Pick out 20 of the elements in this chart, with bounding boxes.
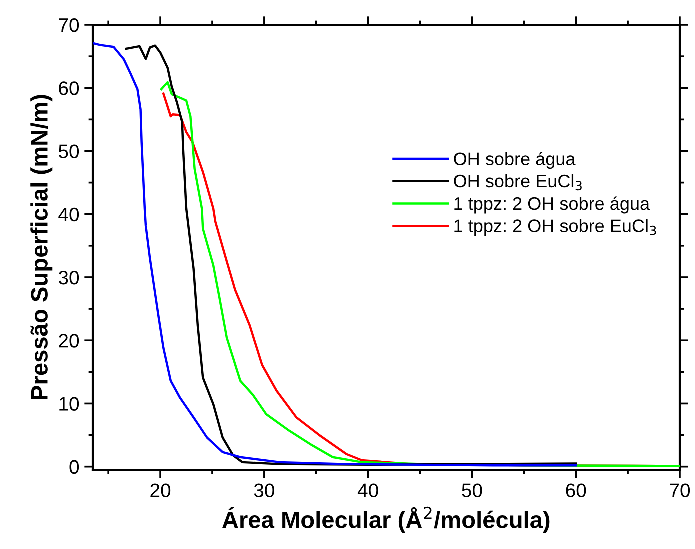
x-tick-label: 20 bbox=[150, 484, 171, 498]
y-tick-label: 20 bbox=[59, 334, 80, 348]
y-axis-title: Pressão Superficial (mN/m) bbox=[30, 95, 53, 400]
y-tick-label: 40 bbox=[58, 208, 80, 222]
y-tick-label: 70 bbox=[59, 18, 80, 32]
y-tick-label: 50 bbox=[58, 144, 80, 158]
legend-label: OH sobre EuCl$_{3}$ bbox=[454, 174, 582, 191]
legend-label: 1 tppz: 2 OH sobre água bbox=[454, 196, 650, 214]
x-tick-label: 70 bbox=[670, 484, 690, 498]
y-tick-label: 60 bbox=[59, 82, 80, 96]
x-tick-label: 60 bbox=[566, 484, 586, 498]
legend-label: OH sobre água bbox=[454, 152, 576, 170]
legend-label: 1 tppz: 2 OH sobre EuCl$_{3}$ bbox=[454, 219, 656, 236]
y-tick-label: 30 bbox=[58, 270, 80, 285]
x-tick-label: 30 bbox=[254, 484, 274, 498]
y-tick-label: 0 bbox=[70, 460, 80, 474]
x-axis-title: Área Molecular (Å$^{2}$/molécula) bbox=[222, 506, 550, 534]
x-tick-label: 40 bbox=[358, 484, 378, 498]
y-tick-label: 10 bbox=[60, 397, 80, 411]
x-tick-label: 50 bbox=[462, 484, 482, 498]
